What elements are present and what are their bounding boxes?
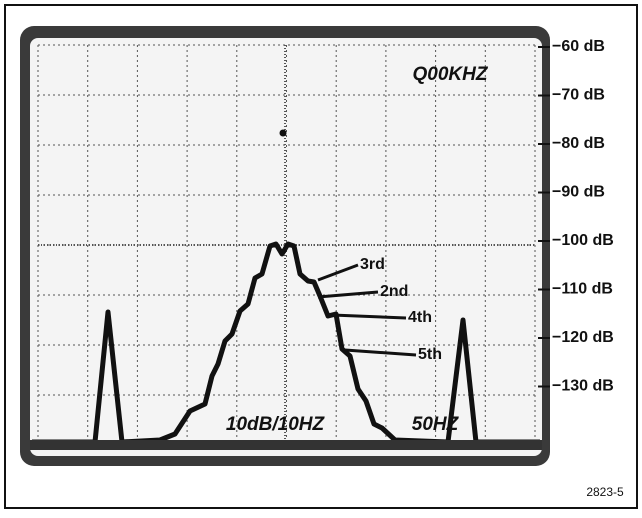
baseline [30, 440, 542, 450]
annotation-label: 5th [418, 346, 442, 363]
scale-label: −100 dB [552, 232, 614, 249]
marker-dot [280, 130, 287, 137]
scale-label: −130 dB [552, 378, 614, 395]
scale-label: −70 dB [552, 87, 605, 104]
annotation-label: 3rd [360, 256, 385, 273]
frequency-readout: Q00KHZ [413, 64, 489, 85]
scale-label: −110 dB [552, 281, 613, 298]
scale-label: −120 dB [552, 329, 614, 346]
scale-label: −80 dB [552, 135, 605, 152]
figure: Q00KHZ 10dB/10HZ 50HZ 2823-5 −60 dB −70 d… [0, 0, 642, 513]
annotation-label: 4th [408, 309, 432, 326]
scale-readout: 10dB/10HZ [226, 414, 326, 435]
annotation-label: 2nd [380, 283, 408, 300]
figure-number: 2823-5 [586, 485, 624, 499]
scale-label: −90 dB [552, 184, 605, 201]
span-readout: 50HZ [412, 414, 460, 435]
scale-label: −60 dB [552, 38, 605, 55]
